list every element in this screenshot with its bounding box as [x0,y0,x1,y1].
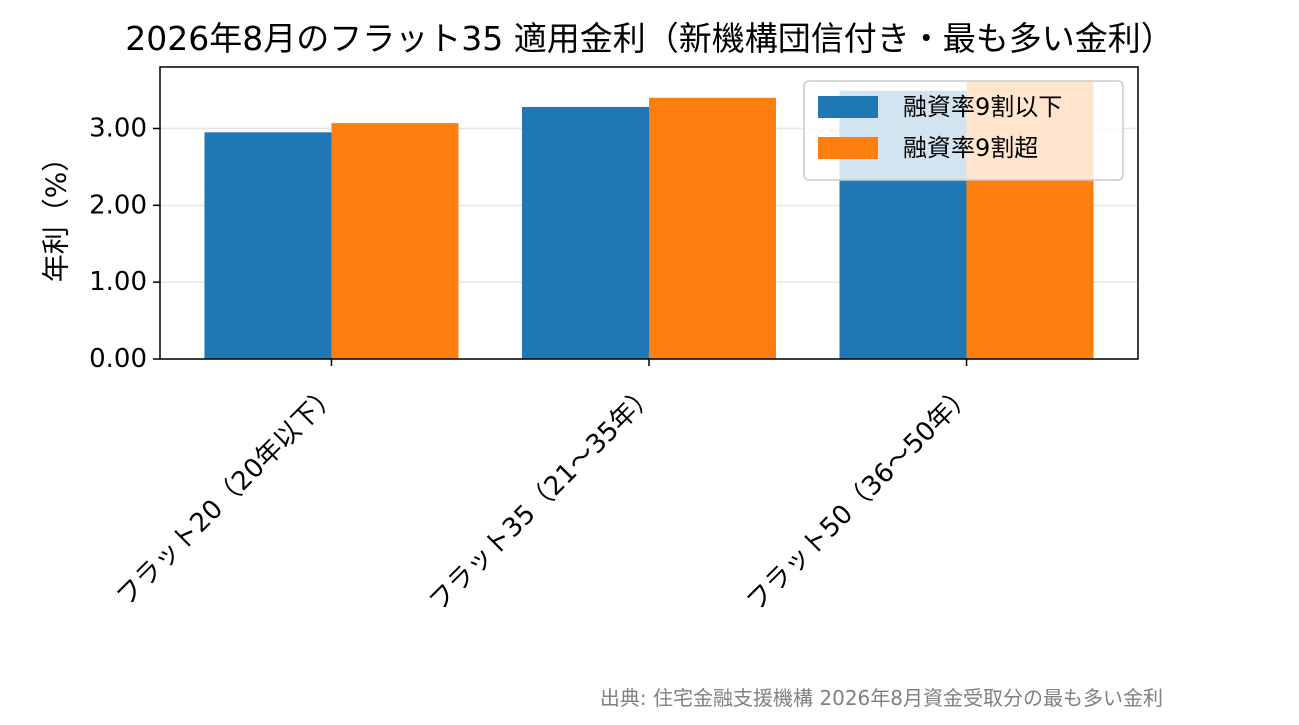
chart-title: 2026年8月のフラット35 適用金利（新機構団信付き・最も多い金利） [125,19,1174,58]
y-tick-label: 1.00 [89,267,147,297]
bars [204,81,1094,360]
x-tick-label: フラット35（21〜35年） [423,379,661,617]
y-axis: 0.00 1.00 2.00 3.00 [89,113,160,374]
bar-2-2 [649,97,777,359]
y-tick-label: 0.00 [89,344,147,374]
x-tick-label: フラット50（36〜50年） [741,379,979,617]
bar-1-2 [521,106,649,360]
source-note: 出典: 住宅金融支援機構 2026年8月資金受取分の最も多い金利 [599,686,1163,710]
legend-label: 融資率9割以下 [903,93,1062,121]
legend-swatch [818,137,878,159]
y-tick-label: 3.00 [89,113,147,143]
y-tick-label: 2.00 [89,190,147,220]
legend-swatch [818,96,878,118]
bar-1-1 [204,132,332,359]
x-axis: フラット20（20年以下） フラット35（21〜35年） フラット50（36〜50年… [111,359,979,617]
x-tick-label: フラット20（20年以下） [111,379,344,612]
legend-label: 融資率9割超 [903,134,1038,162]
legend-box [803,80,1124,181]
y-axis-label: 年利（%） [40,144,73,283]
bar-2-1 [331,123,459,360]
